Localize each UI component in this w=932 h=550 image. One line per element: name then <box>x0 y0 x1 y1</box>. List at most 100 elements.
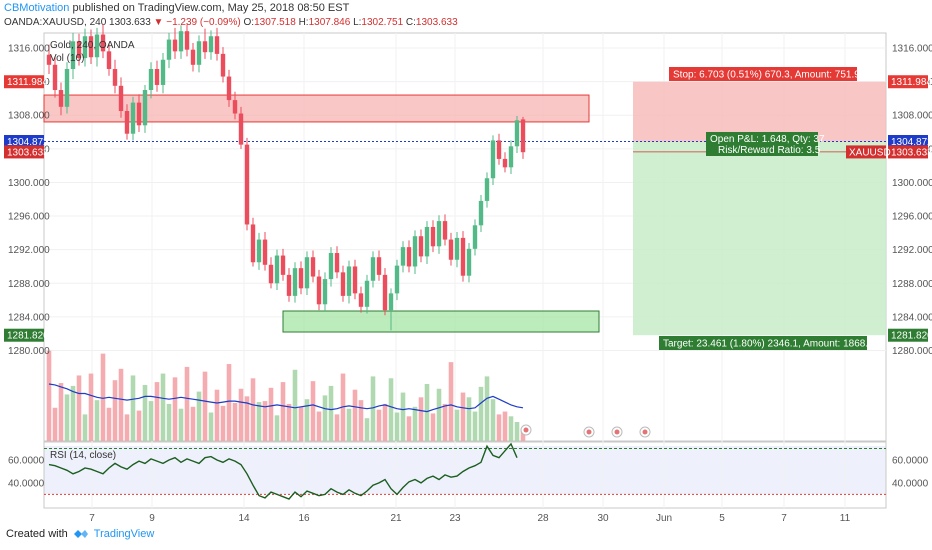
volume-bar <box>148 401 154 441</box>
candle-body[interactable] <box>394 265 400 294</box>
candle-body[interactable] <box>514 120 520 147</box>
candle-body[interactable] <box>346 266 352 296</box>
candle-body[interactable] <box>340 272 346 296</box>
candle-body[interactable] <box>418 236 424 257</box>
candle-body[interactable] <box>454 237 460 260</box>
candle-body[interactable] <box>484 178 490 201</box>
tradingview-logo-icon <box>73 530 88 538</box>
candle-body[interactable] <box>520 119 526 153</box>
volume-bar <box>280 382 286 441</box>
candle-body[interactable] <box>388 293 394 311</box>
candle-body[interactable] <box>430 226 436 247</box>
candle-body[interactable] <box>226 76 232 101</box>
candle-body[interactable] <box>154 68 160 85</box>
candle-body[interactable] <box>250 224 256 263</box>
candle-body[interactable] <box>508 146 514 168</box>
candle-body[interactable] <box>382 274 388 311</box>
candle-body[interactable] <box>310 257 316 277</box>
candle-body[interactable] <box>58 90 64 107</box>
candle-body[interactable] <box>142 90 148 126</box>
candle-body[interactable] <box>256 239 262 263</box>
candle-body[interactable] <box>76 41 82 59</box>
candle-body[interactable] <box>214 36 220 54</box>
candle-body[interactable] <box>232 100 238 114</box>
candle-body[interactable] <box>376 257 382 275</box>
candle-body[interactable] <box>292 268 298 296</box>
candle-body[interactable] <box>100 34 106 52</box>
candle-body[interactable] <box>64 68 70 107</box>
candle-body[interactable] <box>370 257 376 281</box>
candle-body[interactable] <box>442 221 448 240</box>
candle-body[interactable] <box>298 268 304 289</box>
candle-body[interactable] <box>46 54 52 65</box>
candle-body[interactable] <box>466 248 472 276</box>
footer: Created with TradingView <box>6 528 154 540</box>
candle-body[interactable] <box>196 41 202 65</box>
candle-body[interactable] <box>472 225 478 249</box>
candle-body[interactable] <box>244 144 250 225</box>
candle-body[interactable] <box>88 36 94 58</box>
last-price-tag-right: 1303.633 <box>891 147 932 158</box>
candle-body[interactable] <box>160 59 166 85</box>
tradingview-brand[interactable]: TradingView <box>93 528 155 540</box>
candle-body[interactable] <box>460 237 466 276</box>
candle-body[interactable] <box>304 257 310 289</box>
volume-bar <box>172 377 178 441</box>
volume-bar <box>358 400 364 441</box>
candle-body[interactable] <box>274 255 280 284</box>
candle-body[interactable] <box>268 264 274 284</box>
volume-bar <box>454 409 460 441</box>
stop-zone[interactable] <box>633 81 886 142</box>
candle-body[interactable] <box>136 102 142 126</box>
candle-body[interactable] <box>358 293 364 307</box>
volume-bar <box>184 366 190 441</box>
candle-body[interactable] <box>286 274 292 296</box>
candle-body[interactable] <box>190 49 196 65</box>
candle-body[interactable] <box>436 221 442 247</box>
candle-body[interactable] <box>316 276 322 305</box>
candle-body[interactable] <box>124 111 130 134</box>
candle-body[interactable] <box>238 113 244 145</box>
candle-body[interactable] <box>130 102 136 134</box>
candle-body[interactable] <box>502 158 508 168</box>
event-flag-dot <box>642 429 648 435</box>
candle-body[interactable] <box>82 36 88 59</box>
candle-body[interactable] <box>424 226 430 257</box>
candle-body[interactable] <box>112 68 118 86</box>
candle-body[interactable] <box>406 247 412 267</box>
candle-body[interactable] <box>448 239 454 260</box>
candle-body[interactable] <box>364 280 370 307</box>
candle-body[interactable] <box>166 39 172 60</box>
candle-body[interactable] <box>148 68 154 91</box>
support-zone[interactable] <box>282 310 600 333</box>
volume-bar <box>304 399 310 441</box>
candle-body[interactable] <box>52 64 58 91</box>
volume-bar <box>130 375 136 441</box>
candle-body[interactable] <box>328 253 334 280</box>
candle-body[interactable] <box>184 31 190 50</box>
candle-body[interactable] <box>202 41 208 53</box>
candle-body[interactable] <box>334 253 340 273</box>
volume-bar <box>442 403 448 441</box>
candle-body[interactable] <box>70 41 76 69</box>
target-zone[interactable] <box>633 141 886 336</box>
candle-body[interactable] <box>280 255 286 275</box>
candle-body[interactable] <box>220 53 226 77</box>
candle-body[interactable] <box>352 266 358 294</box>
candle-body[interactable] <box>172 39 178 52</box>
candle-body[interactable] <box>496 140 502 159</box>
candle-body[interactable] <box>322 279 328 305</box>
candle-body[interactable] <box>490 140 496 179</box>
volume-bar <box>322 395 328 441</box>
author-link[interactable]: CBMotivation <box>4 2 70 14</box>
candle-body[interactable] <box>208 36 214 53</box>
candle-body[interactable] <box>178 31 184 52</box>
candle-body[interactable] <box>262 239 268 265</box>
candle-body[interactable] <box>478 200 484 226</box>
candle-body[interactable] <box>412 236 418 267</box>
candle-body[interactable] <box>106 51 112 69</box>
candle-body[interactable] <box>94 34 100 58</box>
candle-body[interactable] <box>118 85 124 112</box>
candle-body[interactable] <box>400 247 406 266</box>
